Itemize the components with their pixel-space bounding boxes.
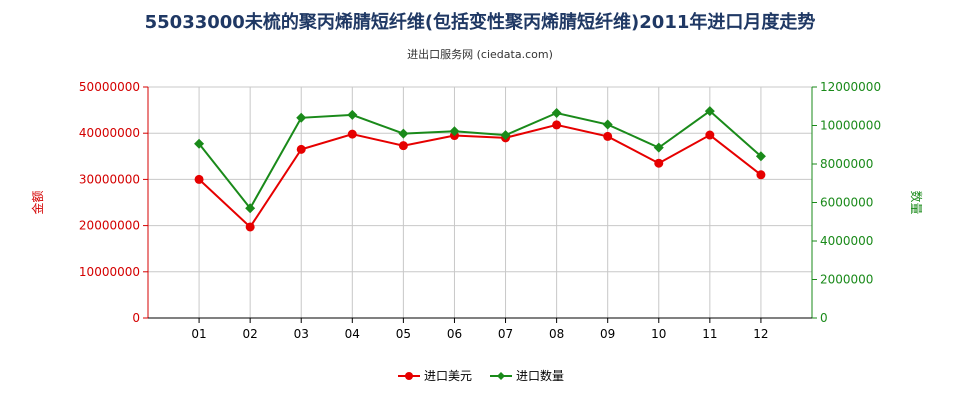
legend-marker bbox=[405, 372, 413, 380]
data-point bbox=[398, 128, 409, 139]
x-tick-label: 03 bbox=[294, 327, 309, 341]
left-tick-label: 20000000 bbox=[79, 219, 140, 233]
x-tick-label: 07 bbox=[498, 327, 513, 341]
legend-label: 进口数量 bbox=[516, 368, 564, 383]
left-tick-label: 10000000 bbox=[79, 265, 140, 279]
right-tick-label: 12000000 bbox=[820, 80, 881, 94]
right-tick-label: 2000000 bbox=[820, 273, 873, 287]
data-point bbox=[500, 130, 511, 141]
data-point bbox=[756, 170, 766, 180]
data-point bbox=[194, 174, 204, 184]
data-point bbox=[551, 107, 562, 118]
data-point bbox=[755, 151, 766, 162]
right-tick-label: 10000000 bbox=[820, 119, 881, 133]
right-tick-label: 4000000 bbox=[820, 234, 873, 248]
legend-marker bbox=[497, 372, 505, 380]
data-point bbox=[449, 126, 460, 137]
x-tick-label: 01 bbox=[191, 327, 206, 341]
x-tick-label: 11 bbox=[702, 327, 717, 341]
x-tick-label: 05 bbox=[396, 327, 411, 341]
data-point bbox=[603, 131, 613, 141]
data-point bbox=[704, 106, 715, 117]
left-tick-label: 40000000 bbox=[79, 126, 140, 140]
x-tick-label: 02 bbox=[243, 327, 258, 341]
left-tick-label: 50000000 bbox=[79, 80, 140, 94]
x-tick-label: 04 bbox=[345, 327, 360, 341]
left-tick-label: 30000000 bbox=[79, 172, 140, 186]
data-point bbox=[705, 130, 715, 140]
x-tick-label: 08 bbox=[549, 327, 564, 341]
chart-subtitle: 进出口服务网 (ciedata.com) bbox=[407, 48, 553, 61]
series-layer bbox=[194, 106, 766, 232]
data-point bbox=[194, 138, 205, 149]
right-tick-label: 6000000 bbox=[820, 196, 873, 210]
data-point bbox=[347, 129, 357, 139]
left-axis-title: 金额 bbox=[30, 190, 45, 214]
data-point bbox=[245, 203, 256, 214]
data-point bbox=[602, 119, 613, 130]
legend: 进口美元 进口数量 bbox=[398, 368, 564, 383]
legend-label: 进口美元 bbox=[424, 369, 472, 383]
data-point bbox=[552, 120, 562, 130]
right-axis-title: 数量 bbox=[909, 190, 924, 214]
x-tick-label: 10 bbox=[651, 327, 666, 341]
data-point bbox=[398, 141, 408, 151]
series-line bbox=[198, 123, 762, 229]
x-tick-label: 09 bbox=[600, 327, 615, 341]
x-tick-label: 06 bbox=[447, 327, 462, 341]
right-tick-label: 8000000 bbox=[820, 157, 873, 171]
data-point bbox=[654, 158, 664, 168]
grid bbox=[148, 86, 812, 319]
data-point bbox=[296, 144, 306, 154]
data-point bbox=[296, 112, 307, 123]
data-point bbox=[653, 142, 664, 153]
chart-title: 55033000未梳的聚丙烯腈短纤维(包括变性聚丙烯腈短纤维)2011年进口月度… bbox=[144, 12, 816, 33]
right-tick-label: 0 bbox=[820, 311, 828, 325]
x-tick-label: 12 bbox=[753, 327, 768, 341]
axes: 0100000002000000030000000400000005000000… bbox=[30, 80, 924, 341]
left-tick-label: 0 bbox=[132, 311, 140, 325]
series-line bbox=[198, 109, 762, 211]
data-point bbox=[347, 109, 358, 120]
data-point bbox=[245, 222, 255, 232]
